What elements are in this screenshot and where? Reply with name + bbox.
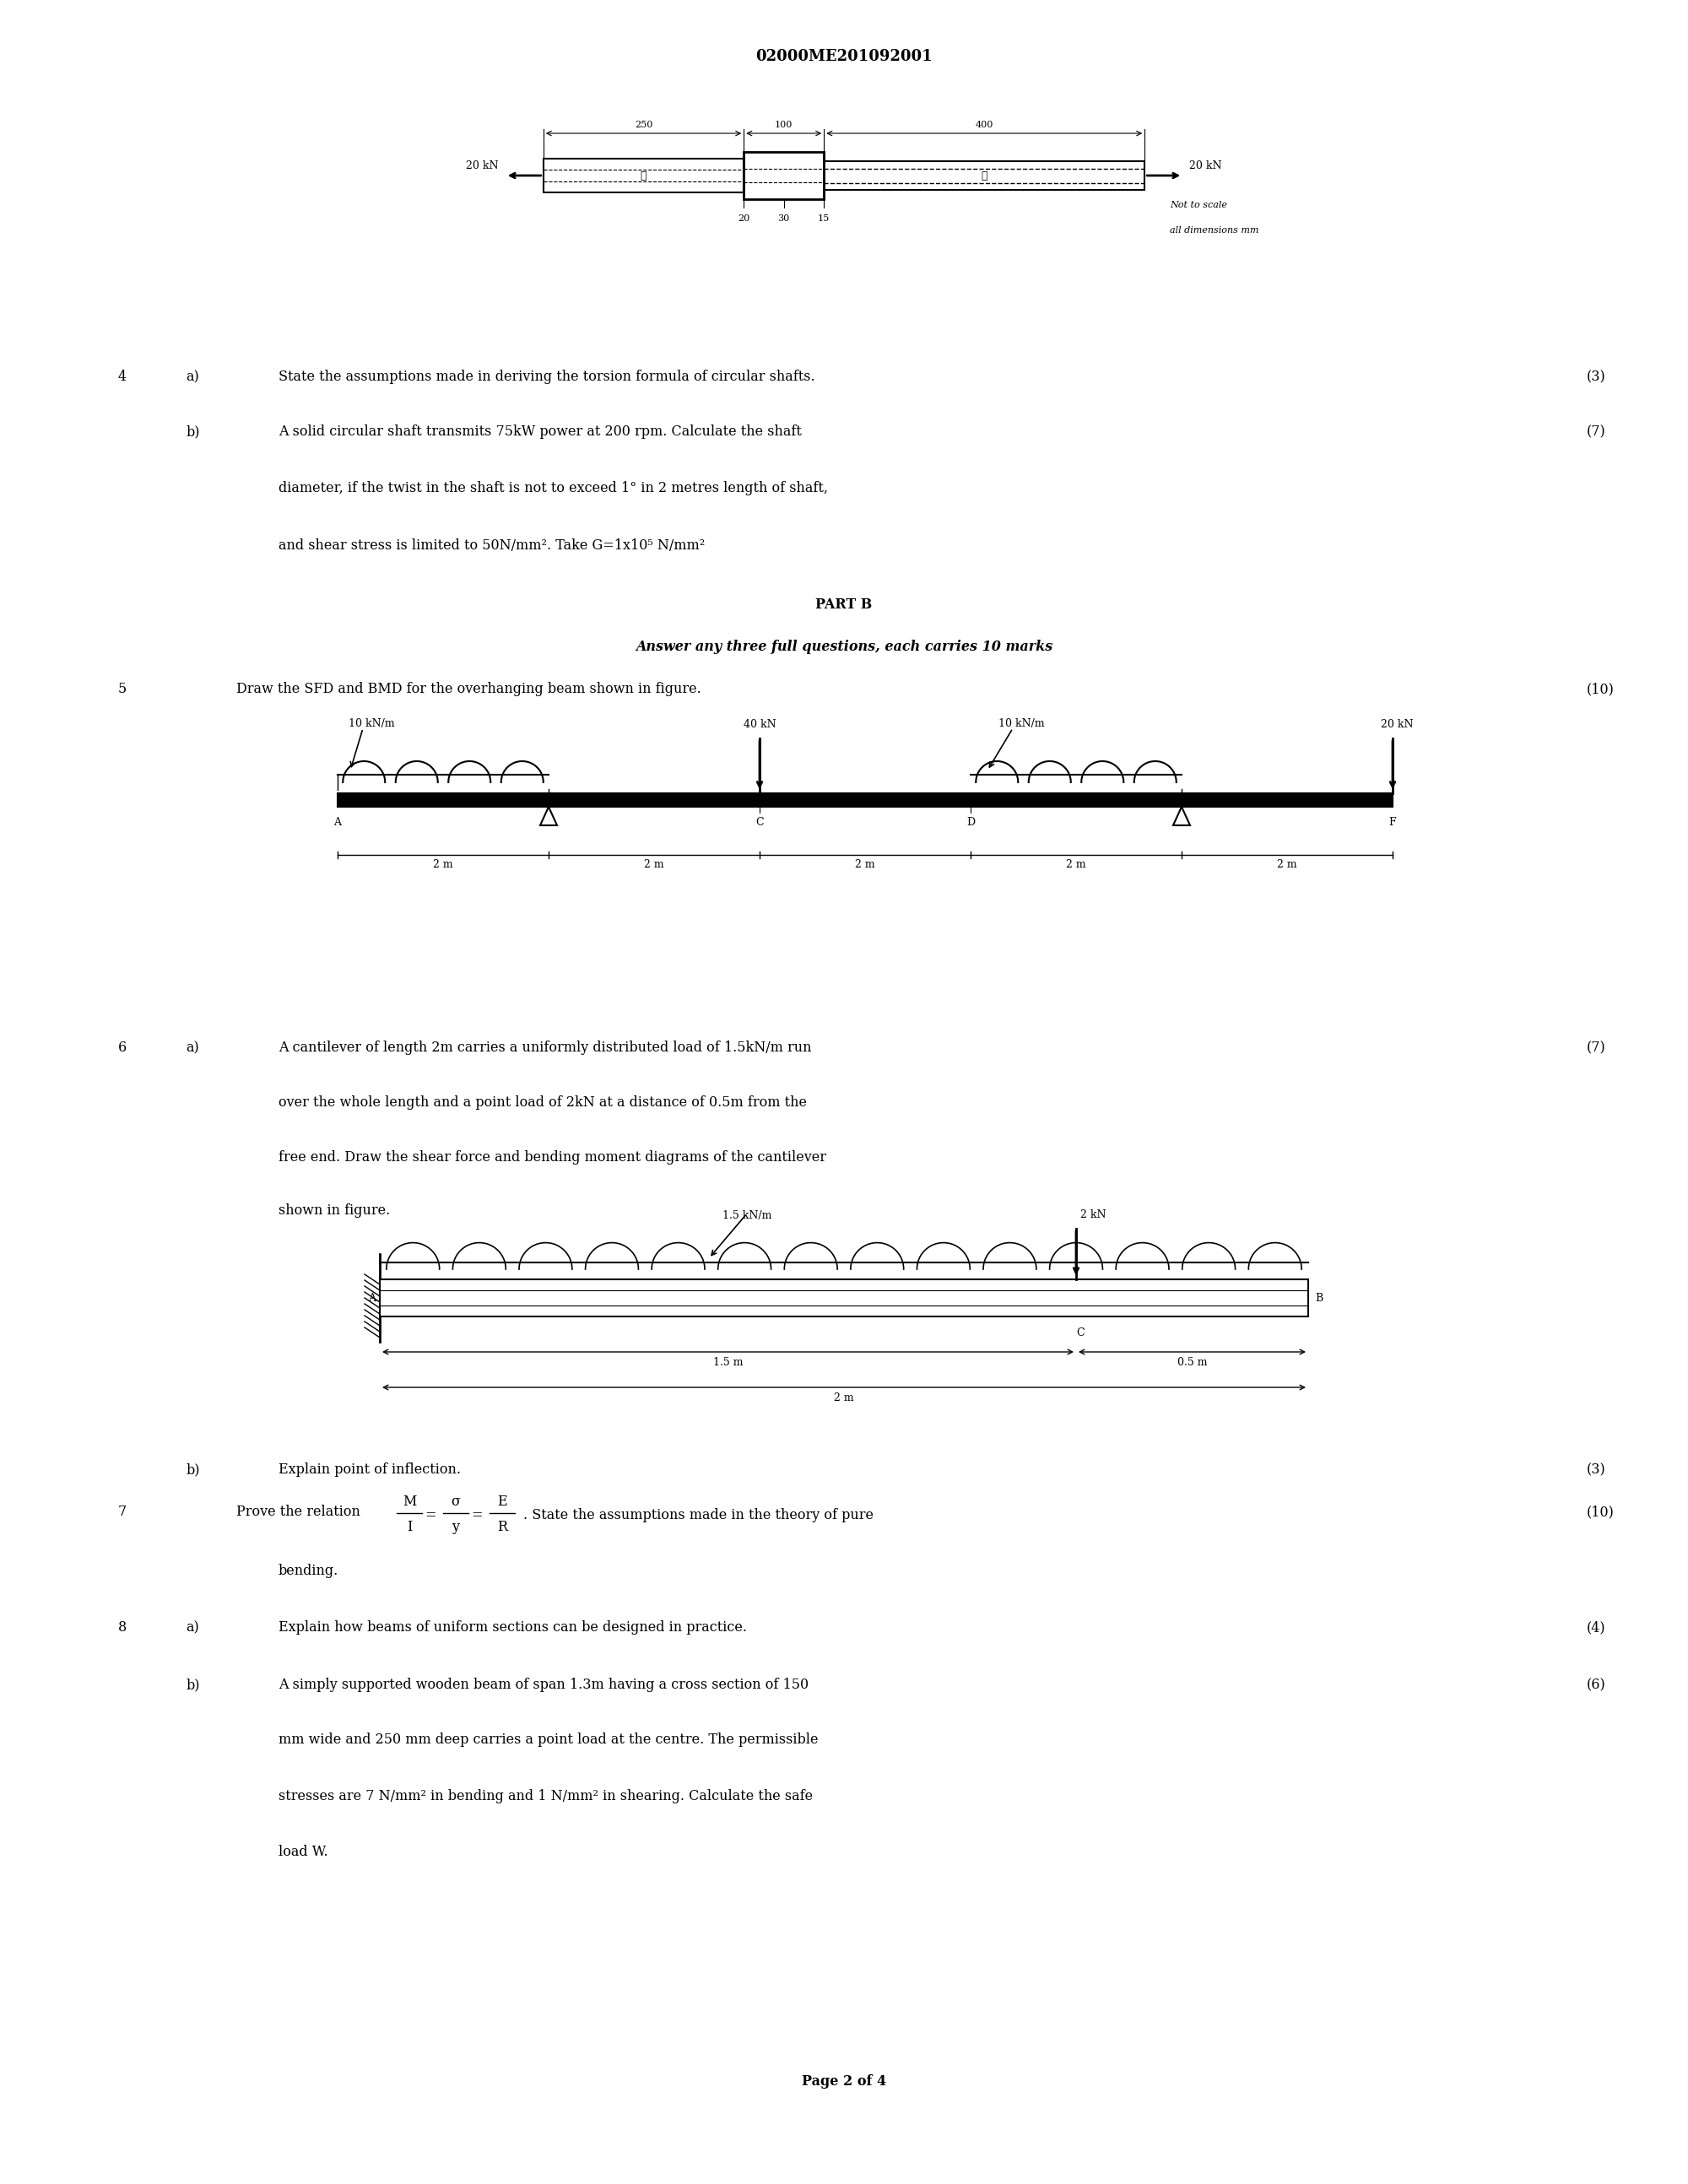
Text: B: B bbox=[545, 817, 552, 828]
Text: I: I bbox=[407, 1520, 412, 1533]
Text: R: R bbox=[496, 1520, 508, 1533]
Text: 2 kN: 2 kN bbox=[1080, 1210, 1106, 1221]
Text: b): b) bbox=[186, 1677, 199, 1693]
Text: Not to scale: Not to scale bbox=[1170, 201, 1227, 210]
Text: . State the assumptions made in the theory of pure: . State the assumptions made in the theo… bbox=[523, 1507, 874, 1522]
Text: F: F bbox=[1389, 817, 1396, 828]
Text: a): a) bbox=[186, 369, 199, 384]
Text: load W.: load W. bbox=[279, 1845, 327, 1859]
Text: (7): (7) bbox=[1587, 1040, 1605, 1055]
Text: σ: σ bbox=[451, 1494, 461, 1509]
Text: A: A bbox=[368, 1293, 375, 1304]
Text: (10): (10) bbox=[1587, 681, 1614, 697]
Text: (6): (6) bbox=[1587, 1677, 1605, 1693]
Bar bbox=[380, 1280, 1308, 1317]
Text: 1.5 kN/m: 1.5 kN/m bbox=[722, 1210, 771, 1221]
Text: (3): (3) bbox=[1587, 369, 1605, 384]
Text: 10 kN/m: 10 kN/m bbox=[348, 719, 395, 729]
Text: free end. Draw the shear force and bending moment diagrams of the cantilever: free end. Draw the shear force and bendi… bbox=[279, 1151, 827, 1164]
Text: over the whole length and a point load of 2kN at a distance of 0.5m from the: over the whole length and a point load o… bbox=[279, 1096, 807, 1109]
Text: 2 m: 2 m bbox=[1278, 858, 1296, 869]
Text: y: y bbox=[452, 1520, 459, 1533]
Text: PART B: PART B bbox=[815, 598, 873, 612]
Text: A: A bbox=[334, 817, 341, 828]
Text: C: C bbox=[756, 817, 763, 828]
Text: 1.5 m: 1.5 m bbox=[712, 1356, 743, 1367]
Text: all dimensions mm: all dimensions mm bbox=[1170, 227, 1259, 234]
Text: A simply supported wooden beam of span 1.3m having a cross section of 150: A simply supported wooden beam of span 1… bbox=[279, 1677, 809, 1693]
Text: 4: 4 bbox=[118, 369, 127, 384]
Text: 6: 6 bbox=[118, 1040, 127, 1055]
Text: A cantilever of length 2m carries a uniformly distributed load of 1.5kN/m run: A cantilever of length 2m carries a unif… bbox=[279, 1040, 812, 1055]
Text: Draw the SFD and BMD for the overhanging beam shown in figure.: Draw the SFD and BMD for the overhanging… bbox=[236, 681, 701, 697]
Text: Explain how beams of uniform sections can be designed in practice.: Explain how beams of uniform sections ca… bbox=[279, 1621, 746, 1634]
Text: 2 m: 2 m bbox=[1067, 858, 1085, 869]
Bar bbox=[338, 793, 1393, 806]
Text: (4): (4) bbox=[1587, 1621, 1605, 1634]
Text: a): a) bbox=[186, 1040, 199, 1055]
Text: =: = bbox=[425, 1507, 436, 1522]
Bar bbox=[544, 159, 744, 192]
Text: (3): (3) bbox=[1587, 1463, 1605, 1476]
Text: (10): (10) bbox=[1587, 1505, 1614, 1520]
Text: b): b) bbox=[186, 1463, 199, 1476]
Text: 40 kN: 40 kN bbox=[743, 719, 776, 729]
Text: 2 m: 2 m bbox=[856, 858, 874, 869]
Text: a): a) bbox=[186, 1621, 199, 1634]
Text: 100: 100 bbox=[775, 120, 793, 129]
Text: 20 kN: 20 kN bbox=[1190, 159, 1222, 170]
Text: B: B bbox=[1315, 1293, 1323, 1304]
Text: bending.: bending. bbox=[279, 1564, 339, 1579]
Text: ②: ② bbox=[780, 170, 787, 181]
Text: ③: ③ bbox=[981, 170, 987, 181]
Text: diameter, if the twist in the shaft is not to exceed 1° in 2 metres length of sh: diameter, if the twist in the shaft is n… bbox=[279, 480, 827, 496]
Text: Page 2 of 4: Page 2 of 4 bbox=[802, 2075, 886, 2088]
Text: D: D bbox=[966, 817, 976, 828]
Bar bbox=[824, 162, 1144, 190]
Text: Answer any three full questions, each carries 10 marks: Answer any three full questions, each ca… bbox=[635, 640, 1053, 653]
Text: mm wide and 250 mm deep carries a point load at the centre. The permissible: mm wide and 250 mm deep carries a point … bbox=[279, 1732, 819, 1747]
Text: E: E bbox=[498, 1494, 506, 1509]
Text: 400: 400 bbox=[976, 120, 993, 129]
Text: 10 kN/m: 10 kN/m bbox=[998, 719, 1045, 729]
Text: 02000ME201092001: 02000ME201092001 bbox=[756, 48, 932, 63]
Text: 20 kN: 20 kN bbox=[466, 159, 498, 170]
Text: C: C bbox=[1077, 1328, 1084, 1339]
Text: M: M bbox=[402, 1494, 417, 1509]
Text: Prove the relation: Prove the relation bbox=[236, 1505, 360, 1520]
Text: State the assumptions made in deriving the torsion formula of circular shafts.: State the assumptions made in deriving t… bbox=[279, 369, 815, 384]
Text: 30: 30 bbox=[778, 214, 790, 223]
Text: and shear stress is limited to 50N/mm². Take G=1x10⁵ N/mm²: and shear stress is limited to 50N/mm². … bbox=[279, 539, 706, 553]
Text: stresses are 7 N/mm² in bending and 1 N/mm² in shearing. Calculate the safe: stresses are 7 N/mm² in bending and 1 N/… bbox=[279, 1789, 814, 1804]
Text: E: E bbox=[1178, 817, 1185, 828]
Text: A solid circular shaft transmits 75kW power at 200 rpm. Calculate the shaft: A solid circular shaft transmits 75kW po… bbox=[279, 424, 802, 439]
Text: shown in figure.: shown in figure. bbox=[279, 1203, 390, 1219]
Text: 8: 8 bbox=[118, 1621, 127, 1634]
Text: 250: 250 bbox=[635, 120, 653, 129]
Text: ①: ① bbox=[640, 170, 647, 181]
Text: 20 kN: 20 kN bbox=[1381, 719, 1413, 729]
Polygon shape bbox=[1173, 806, 1190, 826]
Text: 5: 5 bbox=[118, 681, 127, 697]
Text: Explain point of inflection.: Explain point of inflection. bbox=[279, 1463, 461, 1476]
Text: 2 m: 2 m bbox=[645, 858, 663, 869]
Text: =: = bbox=[471, 1507, 483, 1522]
Text: b): b) bbox=[186, 424, 199, 439]
Text: 7: 7 bbox=[118, 1505, 127, 1520]
Text: 2 m: 2 m bbox=[834, 1393, 854, 1404]
Text: (7): (7) bbox=[1587, 424, 1605, 439]
Polygon shape bbox=[540, 806, 557, 826]
Text: 20: 20 bbox=[738, 214, 749, 223]
Text: 15: 15 bbox=[819, 214, 830, 223]
Text: 2 m: 2 m bbox=[434, 858, 452, 869]
Bar bbox=[744, 153, 824, 199]
Text: 0.5 m: 0.5 m bbox=[1177, 1356, 1207, 1367]
